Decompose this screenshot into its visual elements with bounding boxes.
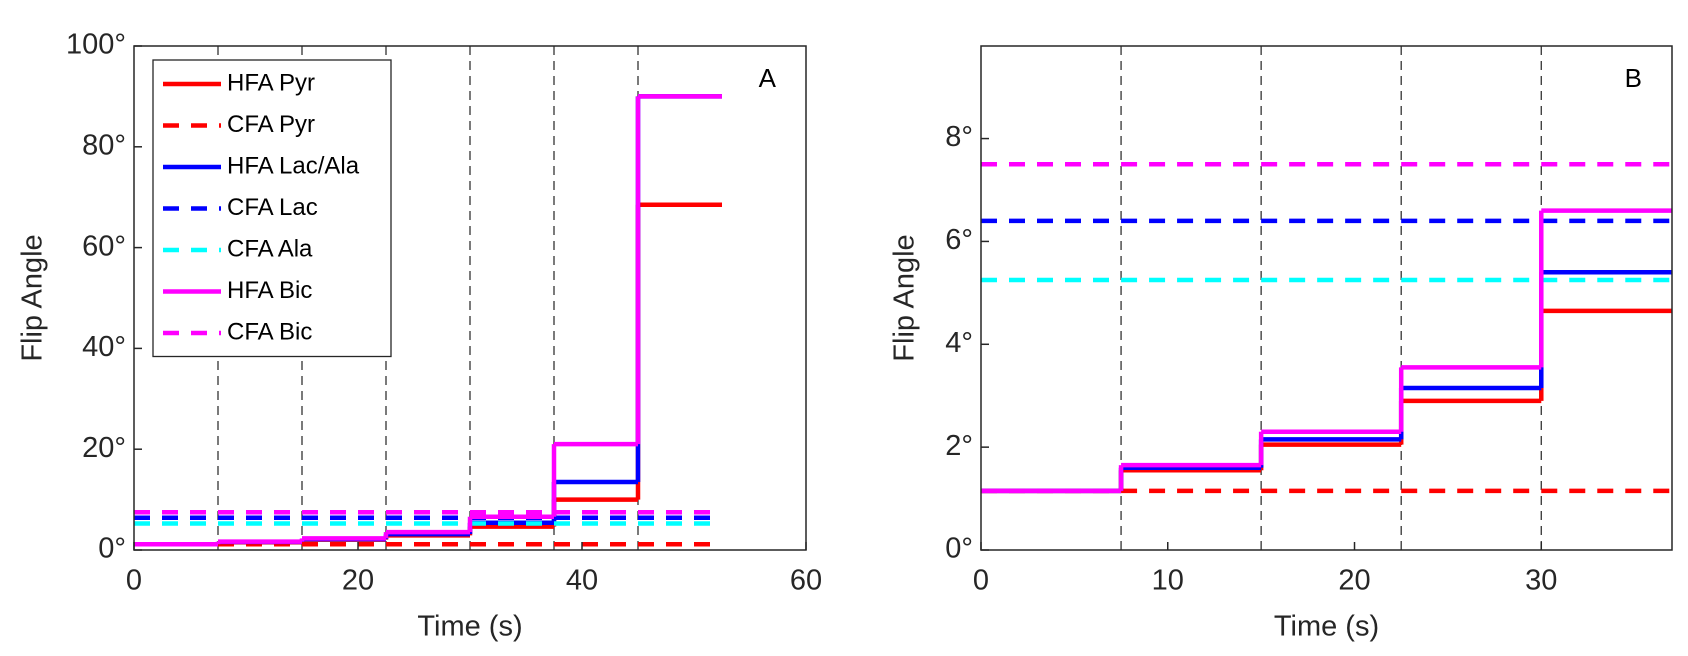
legend-label: HFA Pyr xyxy=(227,69,315,96)
panel-label: B xyxy=(1625,63,1642,93)
x-tick-label: 10 xyxy=(1152,565,1184,597)
y-tick-label: 60° xyxy=(82,230,126,262)
y-tick-label: 2° xyxy=(945,430,973,462)
y-tick-label: 0° xyxy=(98,533,126,565)
data-layer xyxy=(981,46,1672,550)
legend-label: HFA Lac/Ala xyxy=(227,152,360,179)
y-tick-label: 80° xyxy=(82,129,126,161)
legend-label: CFA Ala xyxy=(227,235,313,262)
x-axis-label: Time (s) xyxy=(417,611,522,643)
x-axis-label: Time (s) xyxy=(1274,611,1379,643)
axes-box xyxy=(980,45,1673,551)
x-tick-label: 20 xyxy=(342,565,374,597)
panel-label: A xyxy=(759,63,777,93)
y-tick-label: 40° xyxy=(82,331,126,363)
legend-label: HFA Bic xyxy=(227,277,312,304)
x-tick-label: 60 xyxy=(790,565,822,597)
x-tick-label: 0 xyxy=(126,565,142,597)
y-tick-label: 20° xyxy=(82,432,126,464)
y-tick-label: 100° xyxy=(66,29,126,61)
plot-area: 0 20 40 60 0° 20° 40° 60° 80° 100° Time (s) Flip An… xyxy=(17,29,822,643)
plot-area: 0 10 20 30 0° 2° 4° 6° 8° Time (s) Flip Angle B xyxy=(889,45,1673,643)
y-tick-label: 4° xyxy=(945,327,973,359)
legend-label: CFA Lac xyxy=(227,194,318,221)
y-tick-label: 8° xyxy=(945,121,973,153)
y-axis-label: Flip Angle xyxy=(17,234,49,361)
data-layer xyxy=(134,46,722,550)
y-tick-label: 6° xyxy=(945,224,973,256)
legend: HFA Pyr CFA Pyr HFA Lac/Ala CFA Lac CFA Ala H… xyxy=(152,59,392,358)
x-tick-label: 40 xyxy=(566,565,598,597)
legend-label: CFA Pyr xyxy=(227,111,315,138)
legend-label: CFA Bic xyxy=(227,318,312,345)
x-tick-label: 0 xyxy=(973,565,989,597)
y-axis-label: Flip Angle xyxy=(889,234,921,361)
axes-box xyxy=(133,45,807,551)
x-tick-label: 30 xyxy=(1525,565,1557,597)
x-tick-label: 20 xyxy=(1338,565,1370,597)
y-tick-label: 0° xyxy=(945,533,973,565)
